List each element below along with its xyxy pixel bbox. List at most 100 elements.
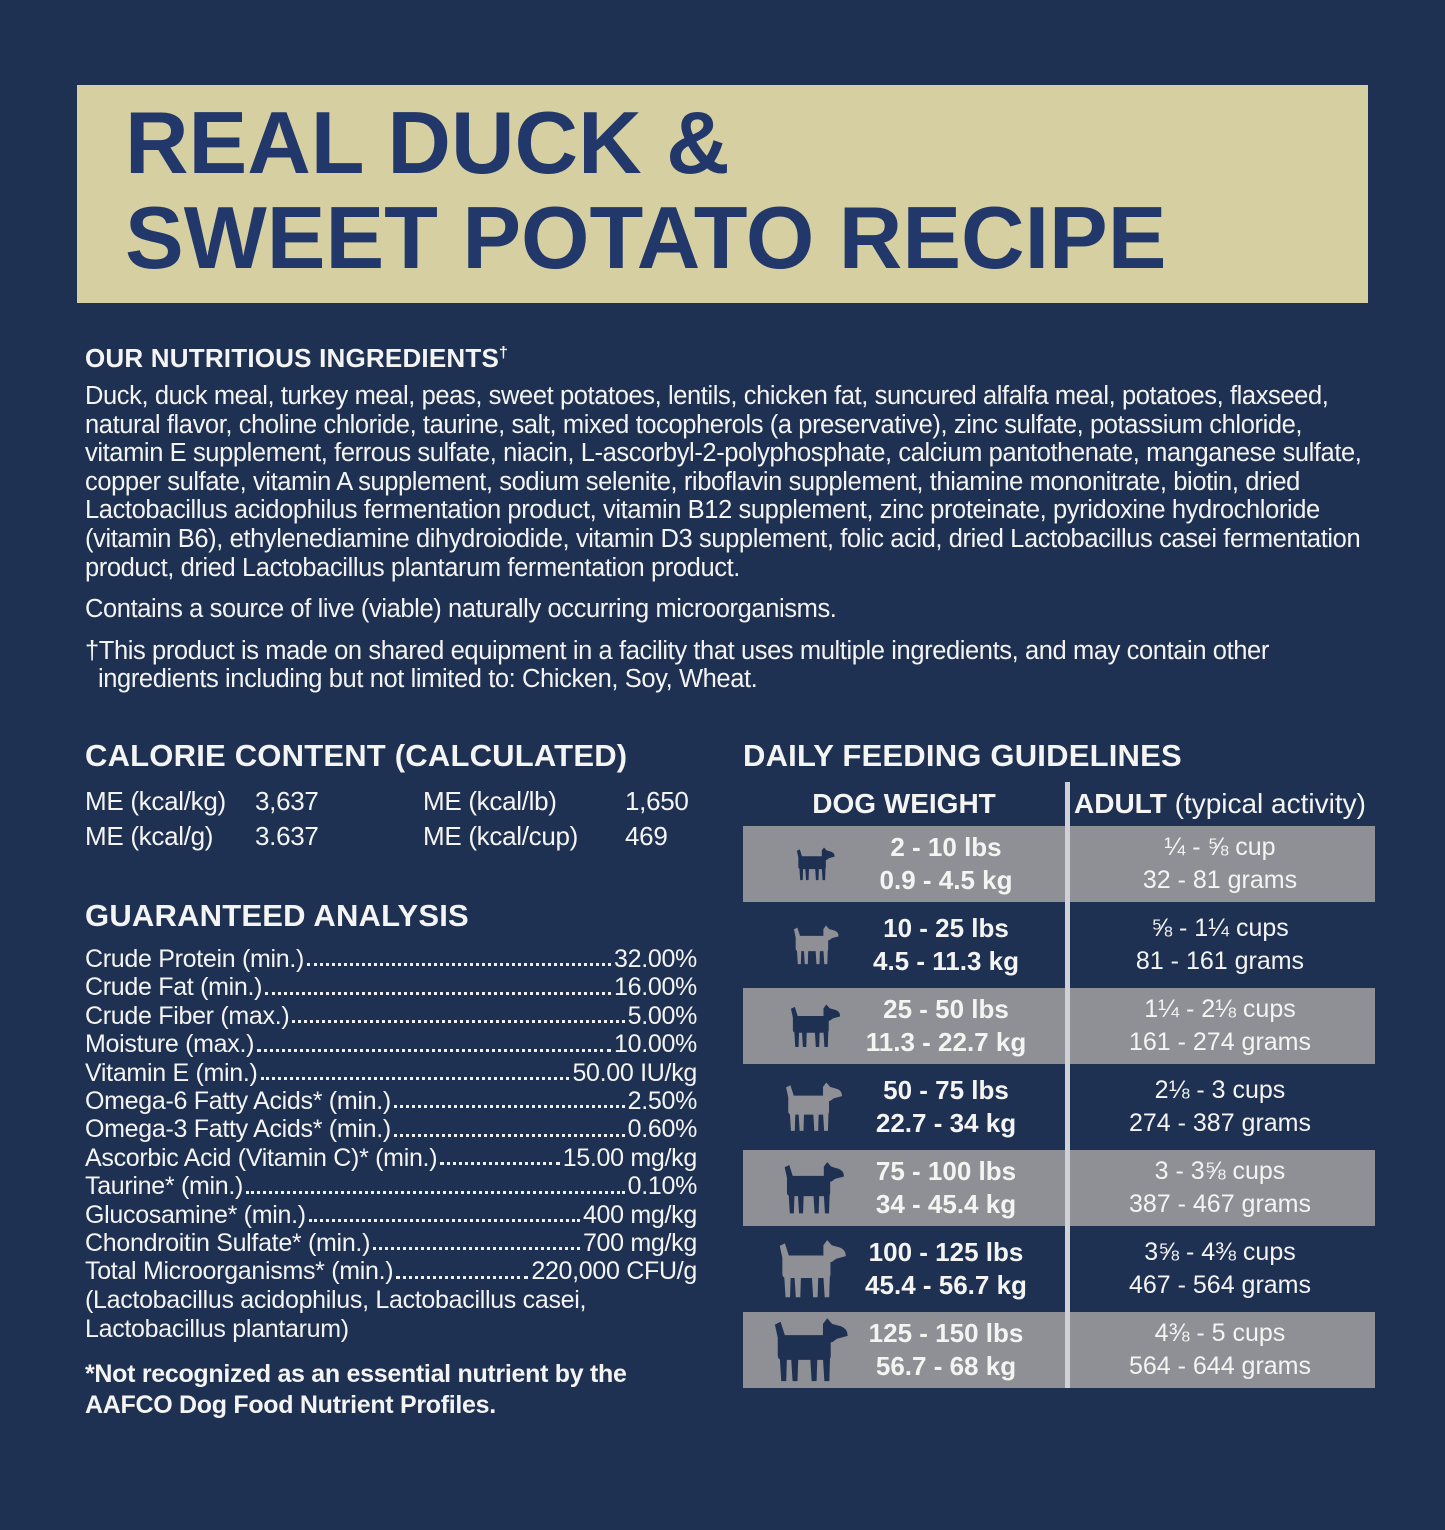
microorganisms-detail-line: (Lactobacillus acidophilus, Lactobacillu… [85,1285,587,1314]
product-title-banner: REAL DUCK & SWEET POTATO RECIPE [77,85,1368,303]
calorie-value: 3,637 [255,785,319,816]
guaranteed-analysis-list: Crude Protein (min.) 32.00% Crude Fat (mi… [85,945,697,1421]
grams-range: 387 - 467 grams [1128,1189,1312,1218]
dog-icon [779,1240,846,1298]
feeding-row: 25 - 50 lbs 11.3 - 22.7 kg 1¼ - 2⅛ cups 16… [743,987,1375,1064]
dog-icon [793,925,839,965]
feeding-table: DOG WEIGHT ADULT (typical activity) 2 - … [743,781,1375,1388]
feeding-row: 2 - 10 lbs 0.9 - 4.5 kg ¼ - ⅝ cup 32 - 81 … [743,825,1375,902]
weight-lbs: 25 - 50 lbs [883,993,1009,1024]
grams-range: 32 - 81 grams [1142,865,1298,894]
analysis-row: Crude Protein (min.) 32.00% [85,945,697,973]
weight-kg: 56.7 - 68 kg [875,1350,1017,1381]
calorie-label: ME (kcal/lb) [423,785,557,816]
microorganisms-note: Contains a source of live (viable) natur… [85,595,837,624]
analysis-row: Glucosamine* (min.) 400 mg/kg [85,1201,697,1229]
adult-cell: 3 - 3⅝ cups 387 - 467 grams [1065,1150,1375,1226]
guaranteed-analysis-section: GUARANTEED ANALYSIS Crude Protein (min.)… [85,898,697,1421]
guaranteed-analysis-heading: GUARANTEED ANALYSIS [85,897,469,933]
calorie-content-section: CALORIE CONTENT (CALCULATED) ME (kcal/kg… [85,738,697,854]
dotted-leader [308,1219,580,1222]
weight-text: 2 - 10 lbs 0.9 - 4.5 kg [827,831,1065,897]
calorie-grid: ME (kcal/kg) 3,637 ME (kcal/lb) 1,650 ME… [85,784,697,854]
dotted-leader [265,991,611,995]
dotted-leader [393,1105,625,1109]
analysis-value: 15.00 mg/kg [562,1143,698,1172]
analysis-label: Omega-3 Fatty Acids* (min.) [85,1115,391,1144]
weight-lbs: 50 - 75 lbs [883,1074,1009,1105]
dotted-leader [393,1133,625,1137]
dotted-leader [440,1162,560,1166]
analysis-row: Omega-6 Fatty Acids* (min.) 2.50% [85,1087,697,1115]
adult-header-bold: ADULT [1074,787,1167,819]
analysis-row: Taurine* (min.) 0.10% [85,1172,697,1200]
analysis-label: Total Microorganisms* (min.) [85,1257,394,1286]
dog-icon [796,847,835,881]
analysis-label: Glucosamine* (min.) [85,1200,306,1229]
calorie-value: 3.637 [255,820,319,851]
right-column: DAILY FEEDING GUIDELINES DOG WEIGHT ADUL… [743,738,1375,1421]
analysis-value: 2.50% [627,1086,698,1115]
dog-icon [774,1318,848,1382]
analysis-value: 400 mg/kg [582,1200,697,1229]
package-back-panel: REAL DUCK & SWEET POTATO RECIPE OUR NUTR… [0,85,1445,1530]
calorie-label: ME (kcal/kg) [85,785,226,816]
dotted-leader [307,963,611,967]
weight-text: 25 - 50 lbs 11.3 - 22.7 kg [827,993,1065,1059]
dog-weight-header: DOG WEIGHT [812,787,996,819]
weight-kg: 22.7 - 34 kg [875,1107,1017,1138]
dog-icon [786,1082,843,1131]
analysis-value: 700 mg/kg [582,1229,697,1257]
cups-range: ⅝ - 1¼ cups [1151,913,1289,942]
weight-cell: 125 - 150 lbs 56.7 - 68 kg [743,1312,1065,1388]
weight-cell: 50 - 75 lbs 22.7 - 34 kg [743,1069,1065,1145]
analysis-value: 10.00% [614,1030,697,1059]
dagger-superscript: † [499,344,509,362]
weight-kg: 0.9 - 4.5 kg [879,864,1013,895]
calorie-label: ME (kcal/cup) [423,820,579,851]
analysis-row: Total Microorganisms* (min.) 220,000 CFU/… [85,1257,697,1285]
weight-kg: 4.5 - 11.3 kg [873,945,1019,976]
feeding-row: 100 - 125 lbs 45.4 - 56.7 kg 3⅝ - 4⅜ cups… [743,1231,1375,1307]
lower-columns: CALORIE CONTENT (CALCULATED) ME (kcal/kg… [85,738,1375,1421]
analysis-value: 0.60% [627,1115,698,1144]
weight-text: 125 - 150 lbs 56.7 - 68 kg [827,1317,1065,1383]
feeding-row: 10 - 25 lbs 4.5 - 11.3 kg ⅝ - 1¼ cups 81 -… [743,907,1375,983]
adult-cell: 4⅜ - 5 cups 564 - 644 grams [1065,1312,1375,1388]
adult-header: ADULT (typical activity) [1065,788,1375,820]
weight-lbs: 75 - 100 lbs [875,1155,1017,1186]
weight-lbs: 100 - 125 lbs [868,1236,1024,1267]
analysis-label: Vitamin E (min.) [85,1058,258,1087]
adult-cell: ¼ - ⅝ cup 32 - 81 grams [1065,826,1375,902]
analysis-row: Ascorbic Acid (Vitamin C)* (min.) 15.00 m… [85,1144,697,1172]
dotted-leader [373,1247,580,1251]
analysis-value: 16.00% [614,973,697,1002]
weight-lbs: 2 - 10 lbs [890,831,1002,862]
weight-cell: 100 - 125 lbs 45.4 - 56.7 kg [743,1231,1065,1307]
calorie-value: 1,650 [625,785,689,816]
weight-kg: 11.3 - 22.7 kg [865,1026,1027,1057]
calorie-value: 469 [625,820,668,851]
weight-text: 50 - 75 lbs 22.7 - 34 kg [827,1074,1065,1140]
dotted-leader [260,1076,570,1080]
analysis-value: 5.00% [627,1001,698,1030]
cups-range: 1¼ - 2⅛ cups [1144,994,1296,1023]
calorie-label: ME (kcal/g) [85,820,214,851]
cups-range: 4⅜ - 5 cups [1154,1318,1286,1347]
analysis-row: Crude Fiber (max.) 5.00% [85,1002,697,1030]
shared-equipment-note: †This product is made on shared equipmen… [85,636,1269,694]
grams-range: 564 - 644 grams [1128,1351,1312,1380]
analysis-value: 0.10% [627,1172,698,1201]
analysis-label: Taurine* (min.) [85,1172,244,1201]
grams-range: 81 - 161 grams [1135,946,1305,975]
grams-range: 467 - 564 grams [1128,1270,1312,1299]
calorie-heading: CALORIE CONTENT (CALCULATED) [85,737,628,773]
dog-icon [784,1162,844,1214]
adult-header-rest: (typical activity) [1166,787,1366,819]
cups-range: ¼ - ⅝ cup [1164,832,1276,861]
analysis-row: Vitamin E (min.) 50.00 IU/kg [85,1059,697,1087]
analysis-label: Chondroitin Sulfate* (min.) [85,1229,371,1257]
analysis-row: Omega-3 Fatty Acids* (min.) 0.60% [85,1115,697,1143]
weight-text: 75 - 100 lbs 34 - 45.4 kg [827,1155,1065,1221]
weight-kg: 34 - 45.4 kg [875,1188,1017,1219]
